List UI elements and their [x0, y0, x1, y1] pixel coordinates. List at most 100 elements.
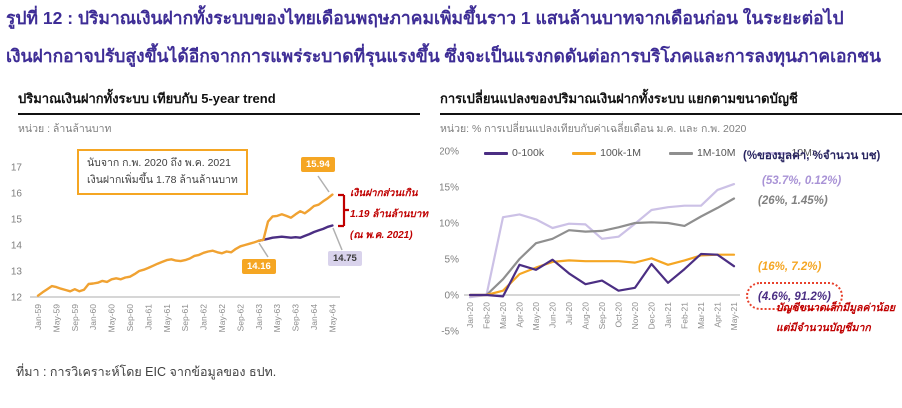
x-tick-label: Apr-21: [713, 302, 723, 328]
x-tick-label: Dec-20: [647, 302, 657, 330]
y-tick-label: 14: [11, 241, 23, 252]
note-line2: เงินฝากเพิ่มขึ้น 1.78 ล้านล้านบาท: [87, 174, 238, 186]
data-label-junction: 14.16: [242, 259, 276, 274]
x-tick-label: Jan-60: [88, 304, 98, 330]
legend-item-10M: 10M>: [763, 147, 818, 159]
legend-label: 10M>: [791, 147, 819, 159]
small-accounts-footnote-line2: แต่มีจำนวนบัญชีมาก: [776, 322, 871, 334]
excess-note-line2: 1.19 ล้านล้านบาท: [350, 209, 428, 220]
legend-swatch-0-100k: [484, 151, 508, 155]
right-chart-unit: หน่วย: % การเปลี่ยนแปลงเทียบกับค่าเฉลี่ย…: [440, 123, 747, 135]
legend-item-1M-10M: 1M-10M: [668, 147, 736, 159]
legend-swatch-1M-10M: [668, 151, 693, 155]
legend-label: 100k-1M: [600, 147, 641, 159]
data-label-actual-end: 15.94: [301, 157, 335, 172]
excess-note-line1: เงินฝากส่วนเกิน: [350, 188, 418, 199]
increase-note-box: นับจาก ก.พ. 2020 ถึง พ.ค. 2021 เงินฝากเพ…: [77, 149, 248, 195]
figure-title-line2: เงินฝากอาจปรับสูงขึ้นได้อีกจากการแพร่ระบ…: [6, 46, 881, 66]
x-tick-label: Jan-21: [663, 302, 673, 328]
legend-item-100k-1M: 100k-1M: [572, 147, 641, 159]
y-tick-label: 13: [11, 267, 23, 278]
x-tick-label: Jan-20: [465, 302, 475, 328]
x-tick-label: May-61: [162, 304, 172, 333]
x-tick-label: Nov-20: [630, 302, 640, 330]
callout-connector: [317, 175, 330, 193]
x-tick-label: Jul-20: [564, 302, 574, 325]
data-label-trend-end: 14.75: [328, 251, 362, 266]
series-line-deposits-actual: [36, 193, 334, 297]
deposits-vs-trend-chart: 12 13 14 15 16 17 Jan-59 May-59 Sep-59 Jan-60 May-…: [11, 163, 349, 333]
y-tick-label: 15: [11, 215, 23, 226]
x-tick-label: Aug-20: [581, 302, 591, 330]
y-tick-label: 12: [11, 293, 23, 304]
x-tick-label: Jan-62: [199, 304, 209, 330]
callout-connector: [258, 242, 269, 258]
source-note: ที่มา : การวิเคราะห์โดย EIC จากข้อมูลของ…: [16, 365, 277, 379]
deposit-change-by-account-size-chart: 20% 15% 10% 5% 0% -5% Jan-20 Feb-20 Mar-20 Apr-20…: [440, 147, 740, 338]
x-tick-label: May-20: [531, 302, 541, 331]
x-tick-label: May-64: [327, 304, 337, 333]
x-tick-label: Mar-20: [498, 302, 508, 329]
x-tick-label: Oct-20: [614, 302, 624, 328]
right-chart-panel: การเปลี่ยนแปลงของปริมาณเงินฝากทั้งระบบ แ…: [440, 88, 902, 353]
x-tick-label: Sep-59: [70, 304, 80, 332]
note-line1: นับจาก ก.พ. 2020 ถึง พ.ค. 2021: [87, 157, 231, 169]
legend-swatch-100k-1M: [572, 151, 597, 155]
y-tick-label: -5%: [441, 327, 459, 338]
x-tick-label: Jun-20: [548, 302, 558, 328]
x-tick-label: May-62: [217, 304, 227, 333]
left-chart-panel: ปริมาณเงินฝากทั้งระบบ เทียบกับ 5-year tr…: [11, 88, 428, 351]
x-tick-label: May-59: [51, 304, 61, 333]
series-line-0-100k: [468, 252, 736, 298]
y-tick-label: 17: [11, 163, 23, 174]
x-tick-label: Jan-63: [254, 304, 264, 330]
x-tick-label: Sep-60: [125, 304, 135, 332]
share-annotation-100k-1M: (16%, 7.2%): [758, 261, 822, 273]
x-tick-label: Jan-64: [309, 304, 319, 330]
legend-label: 0-100k: [512, 147, 545, 159]
callout-connector: [332, 227, 343, 251]
x-tick-label: Feb-21: [680, 302, 690, 329]
x-tick-label: Apr-20: [515, 302, 525, 328]
y-tick-label: 10%: [440, 219, 459, 230]
share-annotation-10M: (53.7%, 0.12%): [762, 175, 842, 187]
y-tick-label: 16: [11, 189, 23, 200]
value-vs-count-note: (%ของมูลค่า, %จำนวน บช): [743, 150, 881, 162]
x-tick-label: Sep-63: [291, 304, 301, 332]
x-tick-label: May-63: [272, 304, 282, 333]
left-chart-title: ปริมาณเงินฝากทั้งระบบ เทียบกับ 5-year tr…: [18, 88, 420, 115]
legend-swatch-10M: [763, 151, 788, 155]
y-tick-label: 20%: [440, 147, 459, 158]
left-chart-unit: หน่วย : ล้านล้านบาท: [18, 123, 112, 135]
y-tick-label: 5%: [445, 255, 460, 266]
left-chart-area: 12 13 14 15 16 17 Jan-59 May-59 Sep-59 Jan-60 May-…: [6, 139, 440, 351]
share-annotation-0-100k: (4.6%, 91.2%): [758, 291, 831, 303]
chart-legend: 0-100k 100k-1M 1M-10M 10M>: [484, 147, 818, 159]
right-chart-area: 20% 15% 10% 5% 0% -5% Jan-20 Feb-20 Mar-20 Apr-20…: [440, 139, 902, 353]
x-tick-label: Sep-61: [180, 304, 190, 332]
x-tick-label: Sep-62: [235, 304, 245, 332]
excess-note-line3: (ณ พ.ค. 2021): [350, 230, 413, 241]
x-tick-label: Jan-59: [33, 304, 43, 330]
x-tick-label: Mar-21: [696, 302, 706, 329]
x-tick-label: May-21: [729, 302, 739, 331]
x-tick-label: Sep-20: [597, 302, 607, 330]
legend-item-0-100k: 0-100k: [484, 147, 544, 159]
highlight-ellipse: (4.6%, 91.2%): [746, 282, 843, 310]
x-tick-label: Jan-61: [143, 304, 153, 330]
series-line-5-year-trend: [257, 224, 334, 243]
x-tick-label: May-60: [107, 304, 117, 333]
legend-label: 1M-10M: [696, 147, 736, 159]
small-accounts-footnote-line1: บัญชีขนาดเล็กมีมูลค่าน้อย: [776, 302, 896, 314]
share-annotation-1M-10M: (26%, 1.45%): [758, 195, 828, 207]
y-tick-label: 0%: [445, 291, 460, 302]
series-line-10M>: [468, 182, 736, 299]
excess-deposit-bracket: [338, 193, 349, 228]
figure-title-line1: รูปที่ 12 : ปริมาณเงินฝากทั้งระบบของไทยเ…: [6, 8, 844, 28]
series-line-1M-10M: [468, 197, 736, 297]
series-line-100k-1M: [468, 253, 736, 297]
x-tick-label: Feb-20: [482, 302, 492, 329]
y-tick-label: 15%: [440, 183, 459, 194]
right-chart-title: การเปลี่ยนแปลงของปริมาณเงินฝากทั้งระบบ แ…: [440, 88, 902, 115]
